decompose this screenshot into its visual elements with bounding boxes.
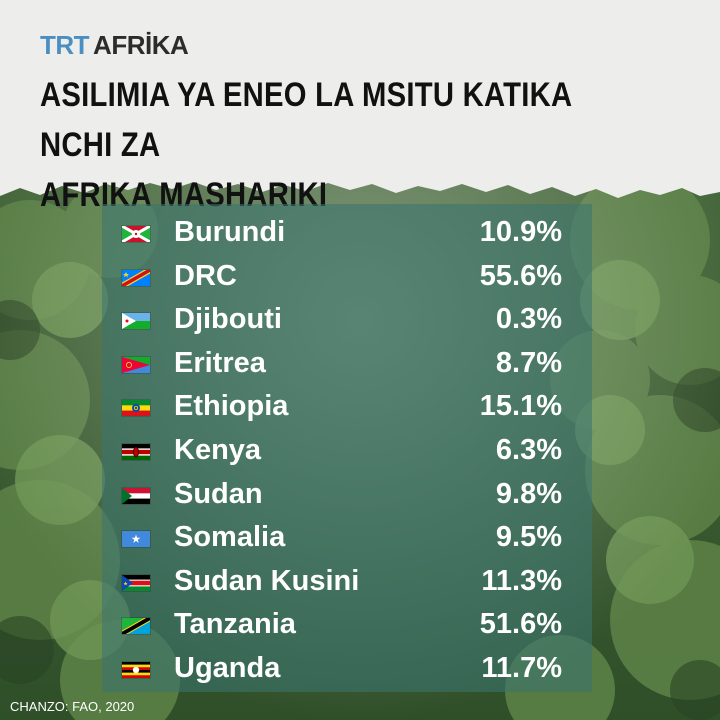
country-label: DRC [174, 259, 237, 292]
page-title: ASILIMIA YA ENEO LA MSITU KATIKA NCHI ZA… [40, 76, 572, 214]
forest-percent-value: 11.3% [481, 564, 562, 597]
country-label: Burundi [174, 216, 286, 248]
table-row: DRC 55.6% [102, 256, 592, 300]
forest-percent-value: 6.3% [495, 434, 562, 466]
forest-percent-value: 9.5% [495, 521, 562, 554]
uganda-flag-icon [122, 662, 150, 678]
forest-percent-value: 55.6% [479, 259, 562, 292]
somalia-flag-icon [122, 531, 150, 548]
table-row: Burundi 10.9% [102, 212, 592, 256]
south-sudan-flag-icon [122, 574, 150, 591]
country-label: Uganda [174, 652, 281, 684]
sudan-flag-icon [122, 487, 150, 504]
country-label: Eritrea [174, 346, 266, 379]
country-label: Tanzania [174, 608, 296, 641]
data-table-panel: Burundi 10.9% DRC 55.6% Djibouti 0.3% Eritrea 8… [102, 204, 592, 692]
forest-percent-value: 0.3% [495, 303, 562, 336]
eritrea-flag-icon [122, 356, 150, 373]
logo-afrika: AFRİKA [93, 30, 189, 60]
forest-percent-value: 51.6% [479, 608, 562, 641]
forest-percent-value: 9.8% [495, 477, 562, 510]
forest-percent-value: 10.9% [479, 216, 562, 248]
country-label: Ethiopia [174, 390, 289, 423]
logo-trt: TRT [40, 30, 90, 60]
forest-percent-value: 15.1% [479, 390, 562, 423]
forest-percent-value: 11.7% [481, 652, 562, 684]
table-row: Ethiopia 15.1% [102, 386, 592, 430]
forest-percent-value: 8.7% [495, 346, 562, 379]
table-row: Sudan 9.8% [102, 474, 592, 518]
burundi-flag-icon [121, 224, 151, 244]
djibouti-flag-icon [122, 313, 150, 330]
country-label: Djibouti [174, 303, 282, 336]
source-note: CHANZO: FAO, 2020 [10, 699, 135, 714]
country-label: Kenya [174, 434, 262, 466]
torn-paper-header [0, 0, 720, 198]
country-label: Somalia [174, 521, 286, 554]
trt-afrika-logo: TRT AFRİKA [40, 30, 189, 61]
table-row: Somalia 9.5% [102, 517, 592, 561]
drc-flag-icon [120, 266, 152, 289]
table-row: Eritrea 8.7% [102, 343, 592, 387]
country-label: Sudan [174, 477, 263, 510]
table-row: Djibouti 0.3% [102, 299, 592, 343]
table-row: Sudan Kusini 11.3% [102, 561, 592, 605]
kenya-flag-icon [122, 444, 150, 460]
table-row: Kenya 6.3% [102, 430, 592, 474]
table-row: Tanzania 51.6% [102, 604, 592, 648]
ethiopia-flag-icon [122, 400, 150, 417]
table-row: Uganda 11.7% [102, 648, 592, 692]
tanzania-flag-icon [120, 615, 152, 637]
country-label: Sudan Kusini [174, 564, 360, 597]
